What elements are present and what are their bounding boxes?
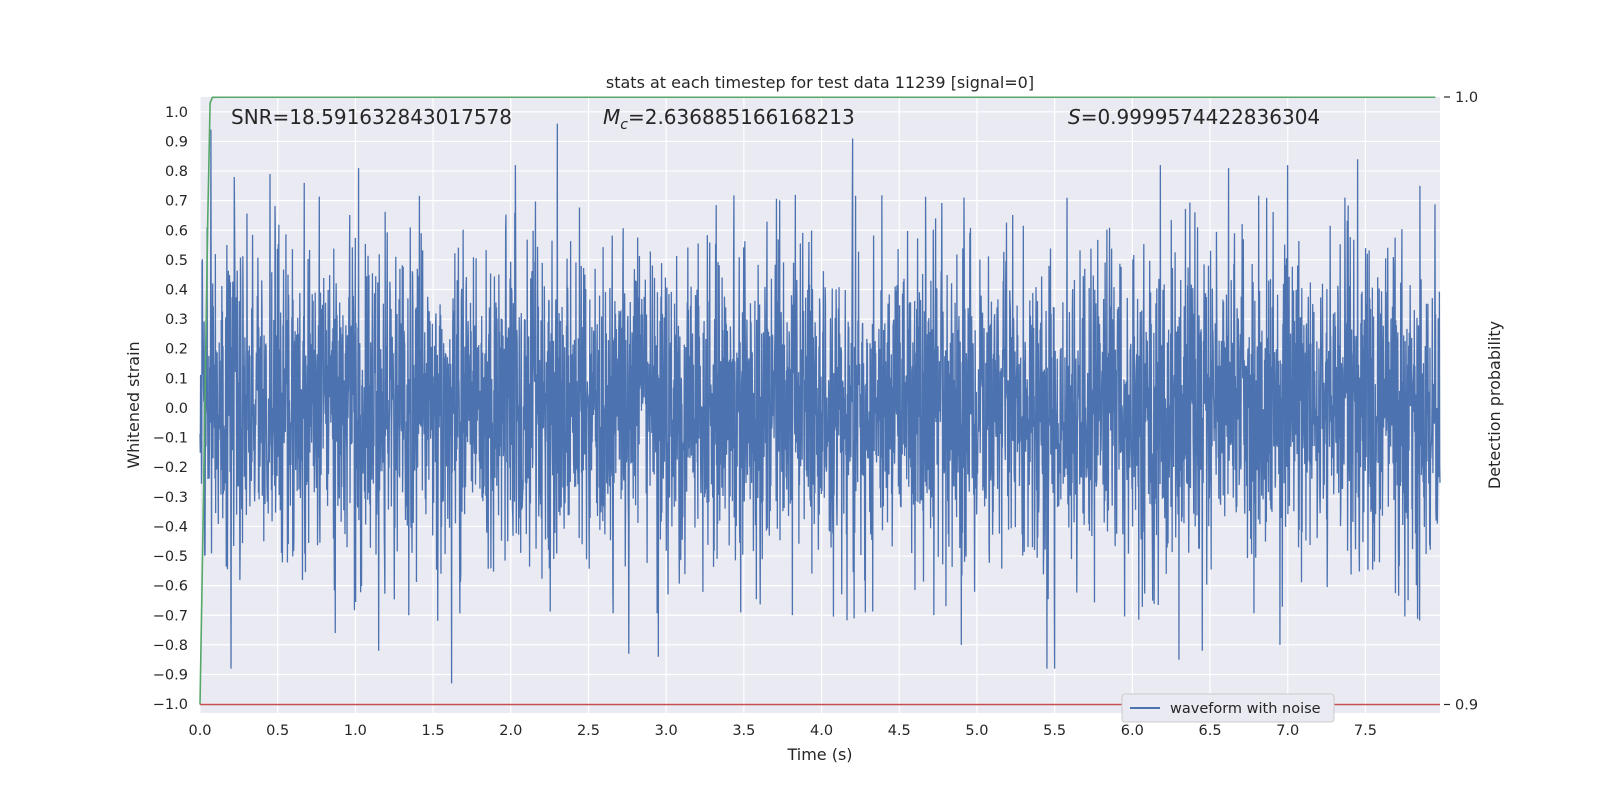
right-y-tick-label: 0.9 <box>1455 697 1478 713</box>
right-y-axis-label: Detection probability <box>1485 321 1504 489</box>
y-tick-label: −0.2 <box>153 460 188 476</box>
y-tick-label: 0.7 <box>165 194 188 210</box>
x-tick-label: 4.0 <box>810 723 833 739</box>
probability-line <box>199 96 1436 705</box>
chirp-mass-value: =2.636885166168213 <box>628 105 855 129</box>
right-y-tick-label: 1.0 <box>1455 90 1478 106</box>
y-tick-label: −0.6 <box>153 579 188 595</box>
x-tick-label: 2.0 <box>499 723 522 739</box>
y-tick-label: 0.9 <box>165 134 188 150</box>
x-tick-label: 7.0 <box>1276 723 1299 739</box>
legend-entry-label: waveform with noise <box>1170 701 1321 717</box>
x-axis-label: Time (s) <box>786 745 852 764</box>
y-tick-label: 0.5 <box>165 253 188 269</box>
x-tick-label: 1.5 <box>422 723 445 739</box>
x-tick-label: 6.0 <box>1121 723 1144 739</box>
chart-title: stats at each timestep for test data 112… <box>606 73 1034 92</box>
x-tick-label: 5.5 <box>1043 723 1066 739</box>
right-y-ticks: 1.0 0.9 <box>1444 90 1478 713</box>
legend: waveform with noise <box>1121 693 1335 723</box>
x-tick-label: 3.0 <box>655 723 678 739</box>
probability-series <box>199 96 1436 705</box>
y-tick-label: −0.1 <box>153 431 188 447</box>
y-tick-label: 0.4 <box>165 283 188 299</box>
y-tick-label: 0.2 <box>165 342 188 358</box>
y-tick-label: 0.1 <box>165 371 188 387</box>
y-tick-label: 0.3 <box>165 312 188 328</box>
chirp-mass-subscript: c <box>620 117 628 133</box>
y-tick-label: −0.9 <box>153 668 188 684</box>
y-tick-label: −0.8 <box>153 638 188 654</box>
x-tick-label: 7.5 <box>1354 723 1377 739</box>
s-symbol: S <box>1068 105 1081 129</box>
y-axis-label: Whitened strain <box>124 341 143 468</box>
y-tick-label: −1.0 <box>153 697 188 713</box>
x-tick-label: 5.0 <box>965 723 988 739</box>
s-value: =0.9999574422836304 <box>1081 105 1320 129</box>
chirp-mass-annotation: Mc=2.636885166168213 <box>603 105 855 133</box>
x-tick-label: 1.0 <box>344 723 367 739</box>
y-tick-label: 0.8 <box>165 164 188 180</box>
y-tick-label: −0.3 <box>153 490 188 506</box>
x-tick-label: 6.5 <box>1198 723 1221 739</box>
y-tick-label: −0.5 <box>153 549 188 565</box>
x-tick-label: 3.5 <box>732 723 755 739</box>
y-tick-label: 0.0 <box>165 401 188 417</box>
y-tick-labels: 1.0 0.9 0.8 0.7 0.6 0.5 0.4 0.3 0.2 0.1 0.0 −0.1 −0.… <box>153 105 188 713</box>
legend-box <box>1121 693 1335 723</box>
x-tick-label: 0.5 <box>266 723 289 739</box>
y-tick-label: −0.7 <box>153 608 188 624</box>
waveform-series <box>199 123 1441 684</box>
x-tick-label: 4.5 <box>888 723 911 739</box>
y-tick-label: −0.4 <box>153 519 188 535</box>
s-annotation: S=0.9999574422836304 <box>1068 105 1320 129</box>
y-tick-label: 1.0 <box>165 105 188 121</box>
y-tick-label: 0.6 <box>165 223 188 239</box>
x-tick-label: 2.5 <box>577 723 600 739</box>
x-tick-labels: 0.0 0.5 1.0 1.5 2.0 2.5 3.0 3.5 4.0 4.5 5.0 5.5 6.0 6… <box>188 723 1376 739</box>
x-tick-label: 0.0 <box>188 723 211 739</box>
snr-annotation: SNR=18.591632843017578 <box>231 105 512 129</box>
chirp-mass-symbol: M <box>603 105 620 129</box>
waveform-line <box>199 123 1441 684</box>
